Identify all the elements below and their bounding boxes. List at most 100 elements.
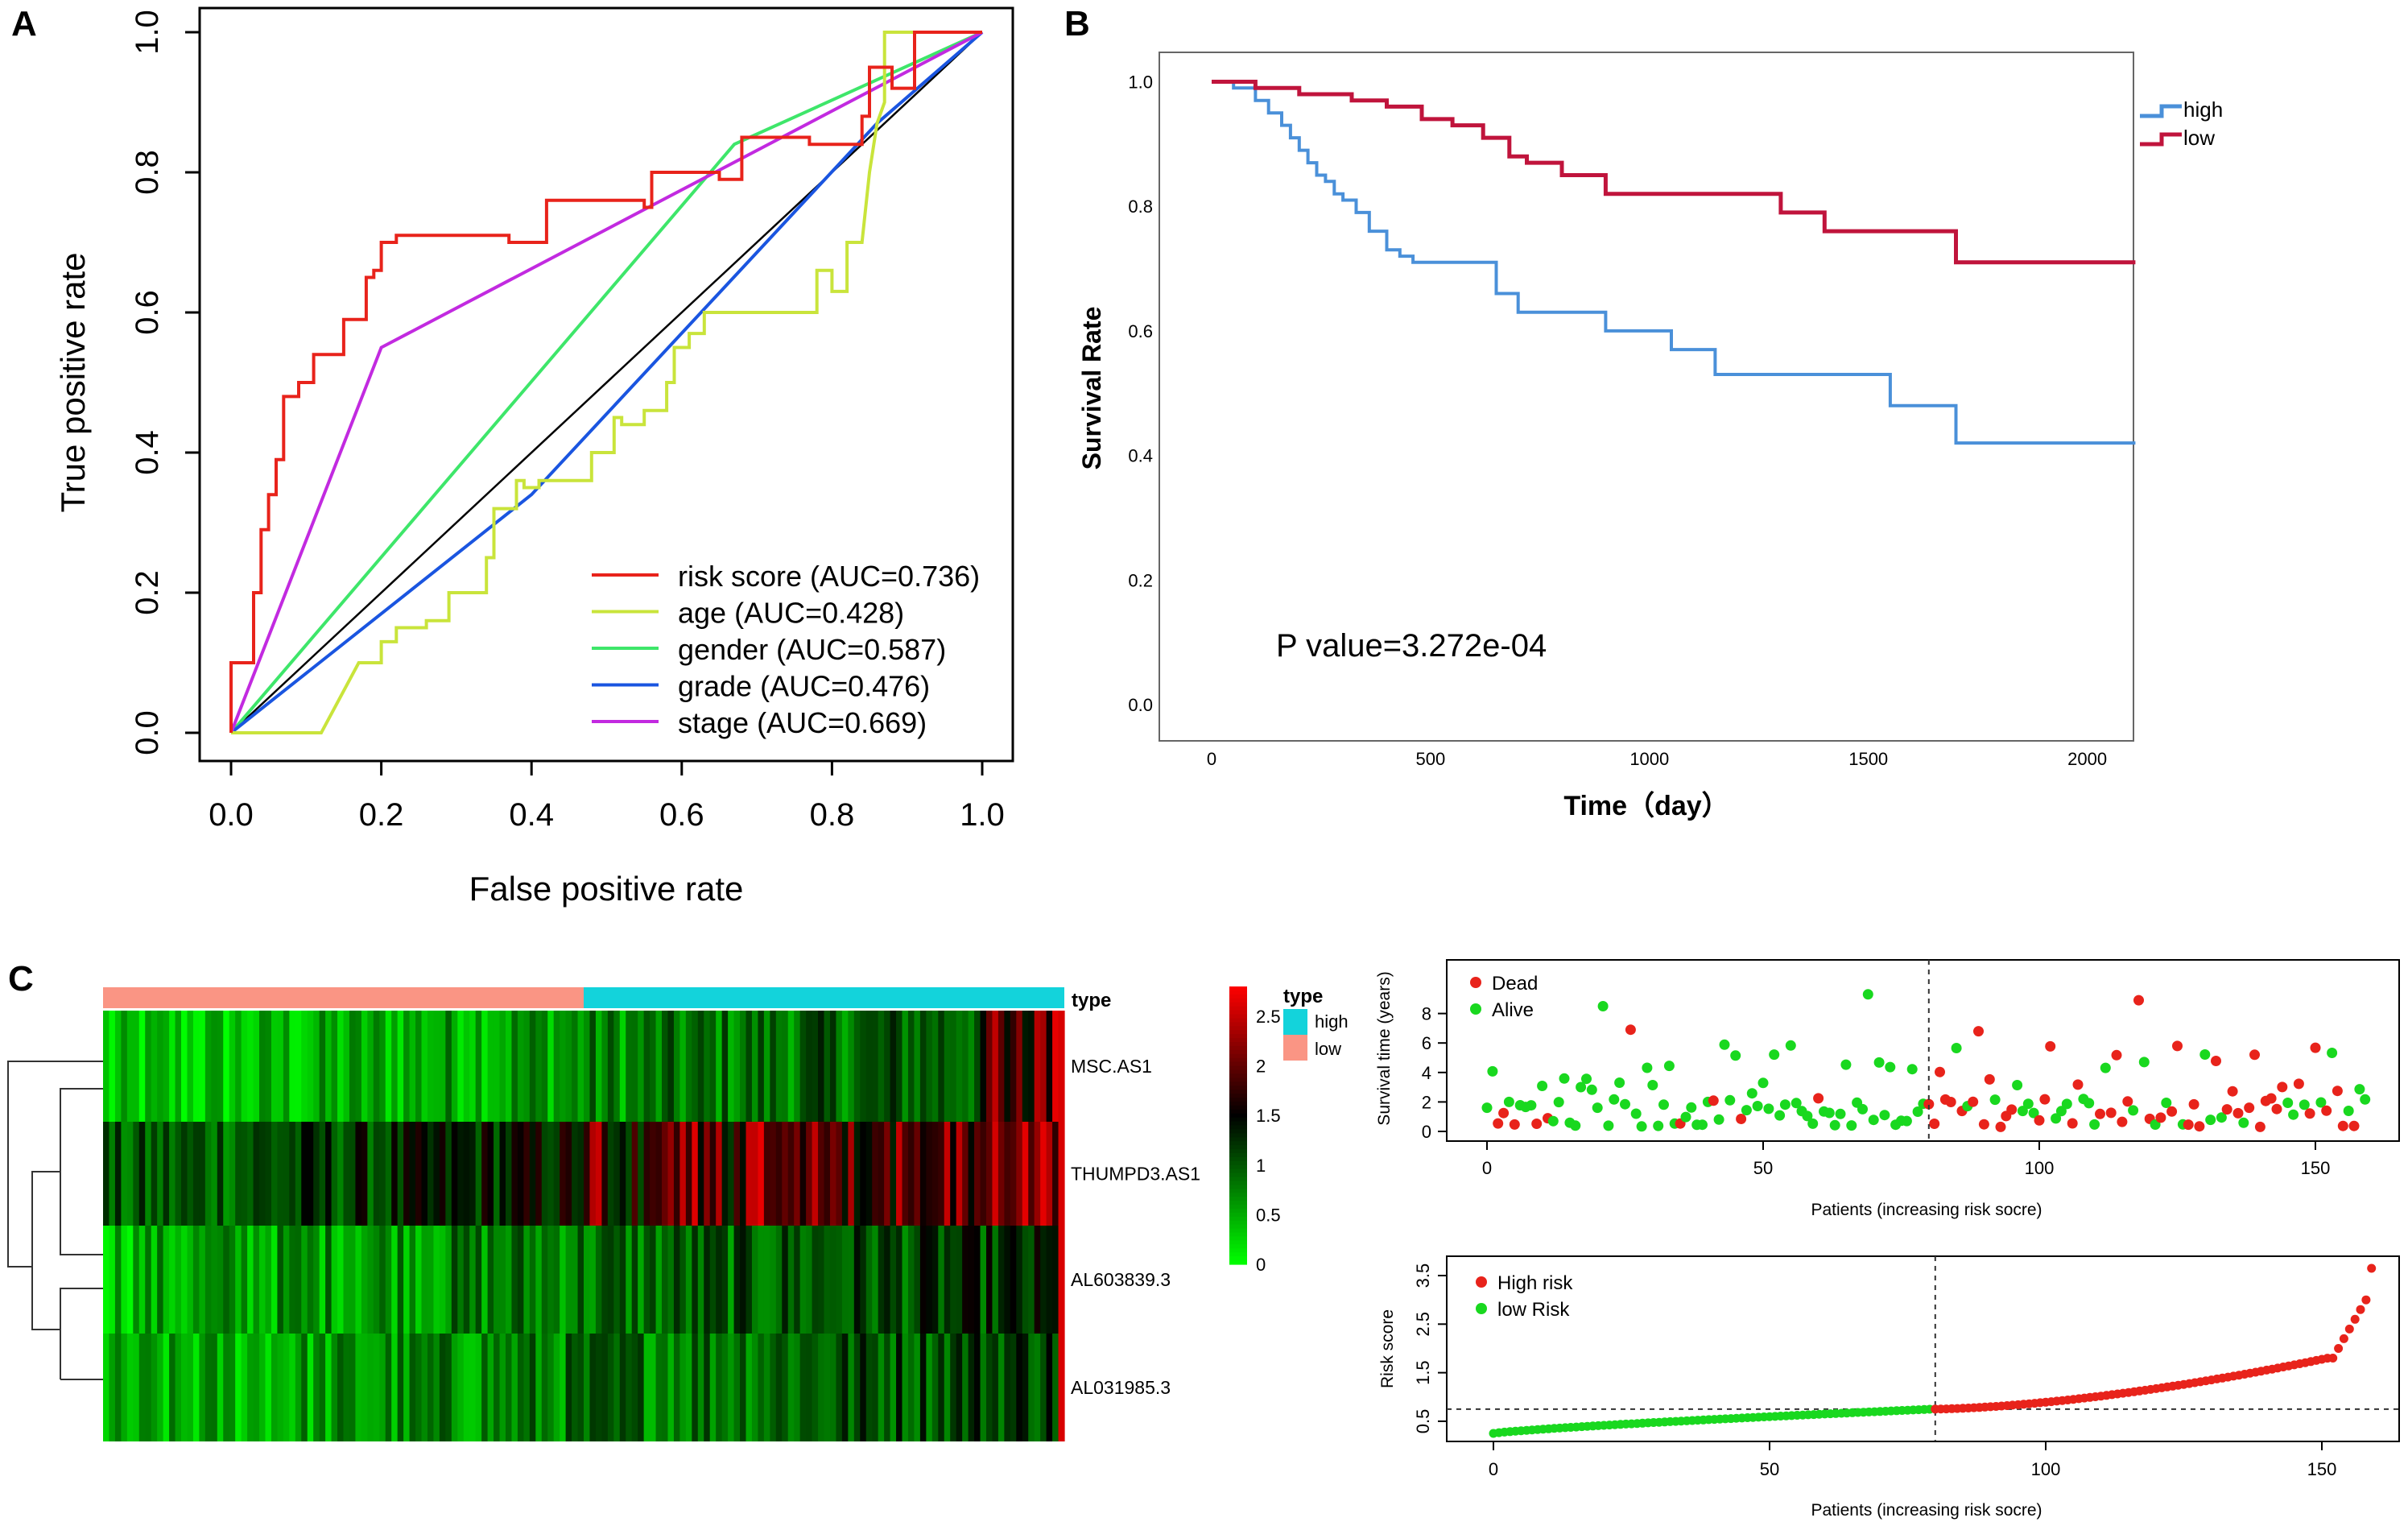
heatmap-cell <box>799 1226 807 1334</box>
heatmap-cell <box>361 1122 368 1226</box>
heatmap-cell <box>577 1011 584 1122</box>
heatmap-cell <box>535 1122 543 1226</box>
heatmap-cell <box>379 1122 386 1226</box>
heatmap-cell <box>463 1122 470 1226</box>
heatmap-cell <box>818 1226 825 1334</box>
heatmap-cell <box>878 1122 885 1226</box>
heatmap-cell <box>728 1334 735 1441</box>
heatmap-cell <box>746 1011 753 1122</box>
heatmap-cell <box>427 1226 435 1334</box>
heatmap-cell <box>289 1122 296 1226</box>
heatmap-cell <box>121 1226 128 1334</box>
heatmap-cell <box>865 1334 873 1441</box>
heatmap-cell <box>163 1122 170 1226</box>
heatmap-cell <box>997 1011 1005 1122</box>
heatmap-cell <box>325 1011 332 1122</box>
status-point-alive <box>1658 1099 1669 1110</box>
status-point-alive <box>1835 1108 1846 1119</box>
heatmap-cell <box>806 1011 813 1122</box>
colorbar-segment <box>1229 1145 1247 1150</box>
status-y-label: Survival time (years) <box>1375 971 1394 1125</box>
heatmap-cell <box>926 1334 933 1441</box>
heatmap-cell <box>782 1122 789 1226</box>
heatmap-cell <box>505 1226 513 1334</box>
heatmap-cell <box>487 1334 494 1441</box>
heatmap-cell <box>451 1226 458 1334</box>
heatmap-cell <box>577 1122 584 1226</box>
heatmap-cell <box>662 1122 669 1226</box>
heatmap-cell <box>331 1011 338 1122</box>
status-point-dead <box>2232 1107 2244 1119</box>
heatmap-cell <box>109 1334 116 1441</box>
status-point-dead <box>2072 1079 2084 1090</box>
heatmap-cell <box>613 1011 621 1122</box>
heatmap-cell <box>818 1334 825 1441</box>
panel-a-label: A <box>11 4 37 43</box>
colorbar-segment <box>1229 1125 1247 1131</box>
colorbar-segment <box>1229 1094 1247 1098</box>
heatmap-cell <box>740 1122 747 1226</box>
status-point-dead <box>2271 1103 2282 1115</box>
heatmap-cell <box>667 1334 675 1441</box>
heatmap-cell <box>601 1122 609 1226</box>
status-point-dead <box>2332 1086 2343 1097</box>
heatmap-cell <box>589 1122 597 1226</box>
heatmap-cell <box>799 1334 807 1441</box>
heatmap-cell <box>211 1011 218 1122</box>
heatmap-cell <box>265 1011 272 1122</box>
heatmap-cell <box>848 1011 855 1122</box>
heatmap-cell <box>595 1334 602 1441</box>
heatmap-cell <box>896 1334 903 1441</box>
heatmap-cell <box>1052 1011 1059 1122</box>
heatmap-cell <box>638 1122 645 1226</box>
heatmap-cell <box>655 1011 663 1122</box>
heatmap-cell <box>331 1226 338 1334</box>
heatmap-cell <box>692 1226 699 1334</box>
colorbar-segment <box>1229 1209 1247 1214</box>
heatmap-cell <box>145 1122 152 1226</box>
heatmap-cell <box>812 1226 819 1334</box>
heatmap-cell <box>650 1122 657 1226</box>
heatmap-cell <box>872 1226 879 1334</box>
risk-y-label: Risk score <box>1378 1309 1397 1388</box>
colorbar-segment <box>1229 1228 1247 1234</box>
heatmap-cell <box>241 1334 248 1441</box>
heatmap-cell <box>1010 1334 1017 1441</box>
colorbar-segment <box>1229 1256 1247 1261</box>
colorbar-segment <box>1229 1216 1247 1222</box>
status-point-dead <box>2221 1104 2232 1115</box>
heatmap-cell <box>1016 1011 1023 1122</box>
heatmap-cell <box>919 1334 927 1441</box>
status-point-alive <box>1785 1040 1796 1051</box>
status-point-alive <box>1697 1119 1708 1131</box>
km-y-tick-label: 0.2 <box>1128 570 1153 590</box>
heatmap-cell <box>626 1011 633 1122</box>
colorbar-segment <box>1229 1049 1247 1055</box>
heatmap-cell <box>494 1226 501 1334</box>
heatmap-cell <box>265 1122 272 1226</box>
heatmap-cell <box>265 1334 272 1441</box>
heatmap-cell <box>301 1226 308 1334</box>
heatmap-cell <box>824 1226 831 1334</box>
heatmap-cell <box>907 1122 915 1226</box>
heatmap-cell <box>337 1334 345 1441</box>
status-point-alive <box>1614 1077 1625 1088</box>
heatmap-cell <box>673 1011 680 1122</box>
roc-y-tick-label: 0.6 <box>130 290 165 335</box>
heatmap-cell <box>229 1122 236 1226</box>
risk-legend-swatch-high <box>1476 1276 1487 1288</box>
status-point-dead <box>2188 1098 2199 1110</box>
heatmap-cell <box>192 1226 200 1334</box>
heatmap-cell <box>163 1334 170 1441</box>
heatmap-cell <box>1016 1122 1023 1226</box>
heatmap-cell <box>607 1011 614 1122</box>
roc-y-tick-label: 0.4 <box>130 430 165 475</box>
heatmap-cell <box>494 1334 501 1441</box>
status-point-alive <box>1586 1084 1597 1095</box>
heatmap-cell <box>626 1226 633 1334</box>
status-point-dead <box>1493 1118 1504 1129</box>
heatmap-cell <box>980 1334 987 1441</box>
heatmap-cell <box>926 1226 933 1334</box>
colorbar-segment <box>1229 1177 1247 1182</box>
heatmap-cell <box>475 1011 482 1122</box>
